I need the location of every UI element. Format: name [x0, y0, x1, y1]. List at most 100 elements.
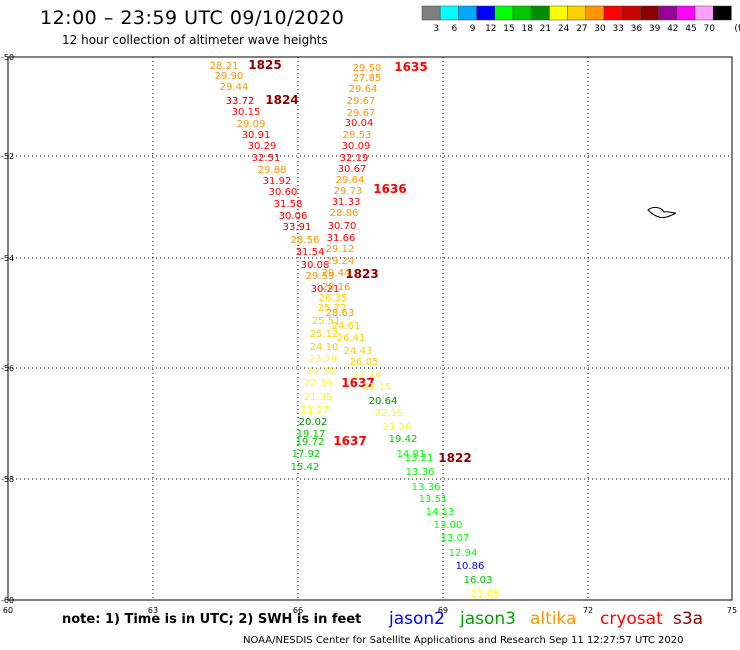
wave-height-label: 12.94 [449, 548, 478, 559]
footer-note: note: 1) Time is in UTC; 2) SWH is in fe… [62, 612, 362, 627]
figure-title: 12:00 – 23:59 UTC 09/10/2020 [40, 7, 345, 29]
wave-height-label: 29.67 [347, 96, 376, 107]
longitude-label: 75 [727, 606, 737, 615]
legend-label: 36 [631, 24, 643, 34]
wave-height-label: 30.15 [232, 107, 261, 118]
credit-line: NOAA/NESDIS Center for Satellite Applica… [243, 635, 684, 646]
latitude-label: -52 [1, 152, 14, 161]
legend-label: 30 [594, 24, 606, 34]
wave-height-label: 19.72 [296, 437, 325, 448]
latitude-label: -58 [1, 475, 14, 484]
wave-height-label: 31.58 [274, 199, 303, 210]
legend-label: 27 [576, 24, 587, 34]
wave-height-label: 27.85 [353, 73, 382, 84]
pass-time-label: 1635 [394, 60, 427, 74]
wave-height-label: 30.70 [328, 221, 357, 232]
wave-height-label: 29.64 [336, 175, 365, 186]
wave-height-label: 21.26 [383, 422, 412, 433]
legend-label: 6 [452, 24, 458, 34]
wave-height-label: 28.16 [322, 282, 351, 293]
wave-height-label: 13.36 [406, 467, 435, 478]
wave-height-label: 13.07 [441, 533, 470, 544]
wave-height-label: 33.91 [283, 222, 312, 233]
wave-height-label: 28.21 [210, 61, 239, 72]
wave-height-label: 26.05 [350, 357, 379, 368]
longitude-label: 66 [293, 606, 303, 615]
wave-height-label: 30.04 [345, 118, 374, 129]
wave-height-label: 29.50 [353, 63, 382, 74]
pass-time-label: 1824 [265, 93, 298, 107]
longitude-label: 72 [583, 606, 593, 615]
wave-height-label: 26.35 [319, 293, 348, 304]
wave-height-label: 29.64 [349, 84, 378, 95]
wave-height-label: 29.67 [347, 108, 376, 119]
legend-swatch [712, 5, 732, 21]
wave-height-label: 30.60 [269, 187, 298, 198]
pass-time-label: 1637 [333, 434, 366, 448]
legend-label: 70 [703, 24, 715, 34]
wave-height-label: 30.21 [311, 284, 340, 295]
longitude-label: 69 [438, 606, 448, 615]
pass-time-label: 1822 [438, 451, 471, 465]
wave-height-label: 13.36 [412, 482, 441, 493]
wave-height-label: 22.34 [304, 378, 333, 389]
wave-height-label: 30.67 [338, 164, 367, 175]
wave-height-label: 30.91 [242, 130, 271, 141]
legend-unit: (ft) [734, 24, 740, 34]
pass-time-label: 1637 [341, 376, 374, 390]
legend-label: 21 [540, 24, 551, 34]
wave-height-label: 30.09 [342, 141, 371, 152]
wave-height-label: 29.59 [306, 271, 335, 282]
island-outline [647, 206, 677, 219]
wave-height-label: 13.21 [405, 453, 434, 464]
legend-label: 33 [612, 24, 623, 34]
wave-height-label: 21.15 [363, 382, 392, 393]
wave-height-label: 16.03 [464, 575, 493, 586]
wave-height-label: 14.91 [397, 449, 426, 460]
wave-height-label: 20.02 [299, 417, 328, 428]
wave-height-label: 29.88 [258, 165, 287, 176]
legend-label: 39 [649, 24, 661, 34]
satellite-label-altika: altika [530, 609, 577, 629]
figure-subtitle: 12 hour collection of altimeter wave hei… [62, 33, 328, 47]
wave-height-label: 22.24 [353, 370, 382, 381]
wave-height-label: 30.29 [248, 141, 277, 152]
wave-height-label: 22.15 [375, 408, 404, 419]
wave-height-label: 29.12 [326, 244, 355, 255]
wave-height-label: 28.56 [291, 235, 320, 246]
satellite-label-s3a: s3a [673, 609, 704, 629]
wave-height-label: 23.79 [309, 354, 338, 365]
pass-time-label: 1823 [345, 267, 378, 281]
wave-height-label: 13.51 [419, 494, 448, 505]
wave-height-label: 30.06 [279, 211, 308, 222]
wave-height-label: 20.64 [369, 396, 398, 407]
latitude-label: -54 [1, 254, 14, 263]
wave-height-label: 24.61 [332, 321, 361, 332]
wave-height-label: 25.51 [312, 316, 341, 327]
latitude-label: -50 [1, 53, 14, 62]
longitude-label: 63 [148, 606, 158, 615]
legend-label: 9 [470, 24, 476, 34]
wave-height-label: 25.72 [318, 303, 347, 314]
satellite-label-jason3: jason3 [460, 609, 516, 629]
map-frame [7, 56, 733, 601]
wave-height-label: 31.33 [332, 197, 361, 208]
wave-height-label: 21.27 [301, 405, 330, 416]
legend-label: 12 [485, 24, 496, 34]
wave-height-label: 10.86 [456, 561, 485, 572]
wave-height-label: 32.19 [340, 153, 369, 164]
legend-label: 42 [667, 24, 678, 34]
wave-height-label: 23.65 [471, 589, 500, 600]
latitude-label: -60 [1, 596, 14, 605]
wave-height-label: 26.41 [337, 333, 366, 344]
wave-height-label: 13.00 [434, 520, 463, 531]
wave-height-label: 29.09 [237, 119, 266, 130]
wave-height-label: 29.73 [334, 186, 363, 197]
wave-height-label: 24.43 [344, 346, 373, 357]
wave-height-label: 32.51 [252, 153, 281, 164]
wave-height-label: 29.90 [215, 71, 244, 82]
legend-label: 45 [685, 24, 696, 34]
wave-height-label: 29.44 [220, 82, 249, 93]
